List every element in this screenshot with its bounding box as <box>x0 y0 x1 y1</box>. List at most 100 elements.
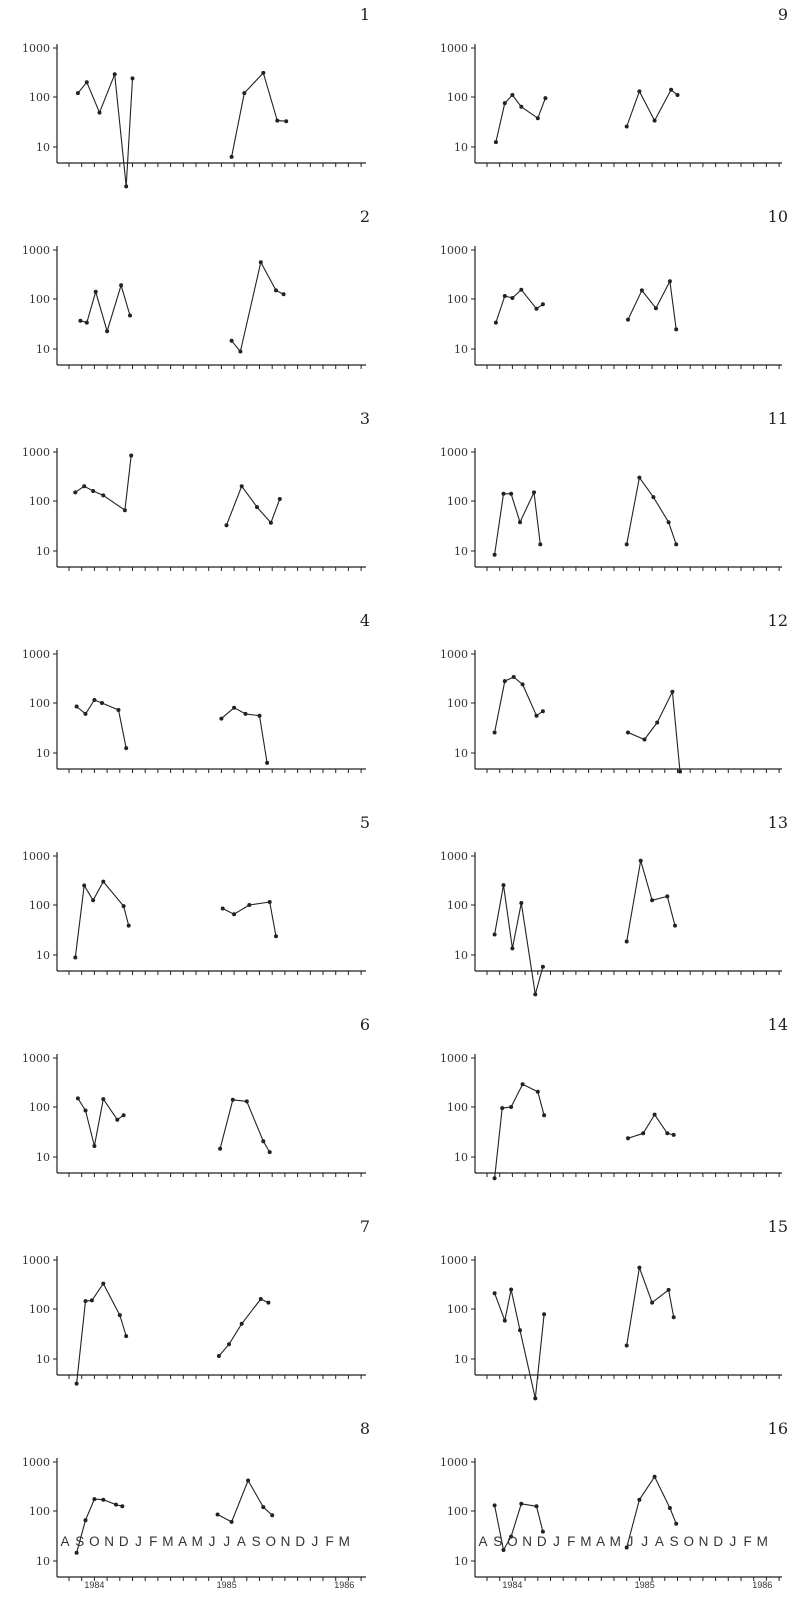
data-point <box>120 1504 125 1509</box>
month-label: O <box>684 1534 695 1549</box>
data-point <box>492 552 497 557</box>
data-point <box>114 1502 118 1507</box>
month-label: D <box>537 1534 547 1549</box>
month-label: J <box>627 1534 634 1549</box>
data-point <box>73 955 78 960</box>
data-point <box>501 1548 506 1552</box>
month-label: O <box>507 1534 518 1549</box>
data-point <box>232 705 237 710</box>
data-point <box>83 1518 88 1523</box>
data-point <box>518 520 522 525</box>
data-point <box>519 1501 524 1506</box>
month-label: N <box>699 1534 709 1549</box>
month-label: S <box>493 1534 502 1549</box>
data-point <box>116 708 121 712</box>
year-label: 1986 <box>752 1580 772 1590</box>
series-line <box>494 491 541 555</box>
y-tick-label: 100 <box>447 1303 468 1316</box>
data-point <box>519 104 524 109</box>
data-point <box>540 1529 545 1534</box>
y-tick-label: 100 <box>447 697 468 710</box>
data-point <box>533 992 538 997</box>
data-point <box>101 1097 106 1102</box>
data-point <box>510 946 515 951</box>
data-point <box>115 1117 120 1122</box>
month-label: O <box>89 1534 100 1549</box>
panel-number: 15 <box>768 1217 788 1236</box>
data-point <box>224 523 229 528</box>
data-point <box>83 711 88 716</box>
month-label: A <box>60 1534 69 1549</box>
data-point <box>243 711 248 716</box>
y-tick-label: 1000 <box>22 446 50 459</box>
series-line <box>74 455 132 511</box>
y-tick-label: 100 <box>29 495 50 508</box>
panel-number: 3 <box>360 409 370 428</box>
panel-number: 4 <box>360 611 370 630</box>
month-label: F <box>567 1534 575 1549</box>
data-point <box>82 484 87 489</box>
data-point <box>518 1328 522 1333</box>
data-point <box>218 1146 223 1151</box>
y-tick-label: 10 <box>454 1353 468 1366</box>
data-point <box>277 497 282 501</box>
data-point <box>639 288 644 293</box>
data-point <box>121 904 126 909</box>
data-point <box>502 294 507 298</box>
month-label: D <box>713 1534 723 1549</box>
data-point <box>667 279 672 284</box>
data-point <box>510 296 515 300</box>
data-point <box>246 1478 251 1483</box>
panel-number: 16 <box>768 1419 788 1438</box>
month-label: J <box>135 1534 142 1549</box>
month-label: A <box>655 1534 664 1549</box>
year-label: 1986 <box>334 1580 354 1590</box>
month-label: M <box>339 1534 350 1549</box>
data-point <box>637 475 642 480</box>
month-label: A <box>237 1534 246 1549</box>
y-tick-label: 1000 <box>440 1052 468 1065</box>
series-line <box>494 1503 544 1551</box>
y-tick-label: 1000 <box>22 42 50 55</box>
month-label: J <box>223 1534 230 1549</box>
y-tick-label: 100 <box>447 91 468 104</box>
data-point <box>624 1343 629 1348</box>
data-point <box>261 1139 266 1144</box>
data-point <box>265 760 270 765</box>
data-point <box>100 701 104 705</box>
panel-number: 8 <box>360 1419 370 1438</box>
month-label: M <box>610 1534 621 1549</box>
data-point <box>651 495 656 500</box>
y-tick-label: 10 <box>454 1555 468 1568</box>
data-point <box>227 1342 231 1347</box>
data-point <box>119 283 124 288</box>
y-tick-label: 10 <box>454 747 468 760</box>
y-tick-label: 10 <box>36 141 50 154</box>
data-point <box>542 1312 547 1317</box>
data-point <box>671 1315 676 1320</box>
data-point <box>247 903 252 907</box>
data-point <box>281 292 286 297</box>
data-point <box>74 704 79 709</box>
month-label: J <box>209 1534 216 1549</box>
series-line <box>494 884 544 995</box>
data-point <box>667 1506 672 1510</box>
month-label: S <box>75 1534 84 1549</box>
y-tick-label: 10 <box>36 545 50 558</box>
month-label: F <box>149 1534 157 1549</box>
data-point <box>92 1497 97 1502</box>
data-point <box>275 118 280 123</box>
data-point <box>105 329 110 334</box>
series-line <box>494 1083 545 1179</box>
data-point <box>91 898 96 903</box>
data-point <box>75 91 80 96</box>
data-point <box>502 1318 507 1323</box>
series-line <box>76 699 127 749</box>
data-point <box>261 70 266 75</box>
data-point <box>83 1108 88 1113</box>
data-point <box>519 287 524 292</box>
data-point <box>101 879 106 884</box>
data-point <box>509 1534 514 1539</box>
y-tick-label: 10 <box>454 343 468 356</box>
y-tick-label: 100 <box>29 91 50 104</box>
